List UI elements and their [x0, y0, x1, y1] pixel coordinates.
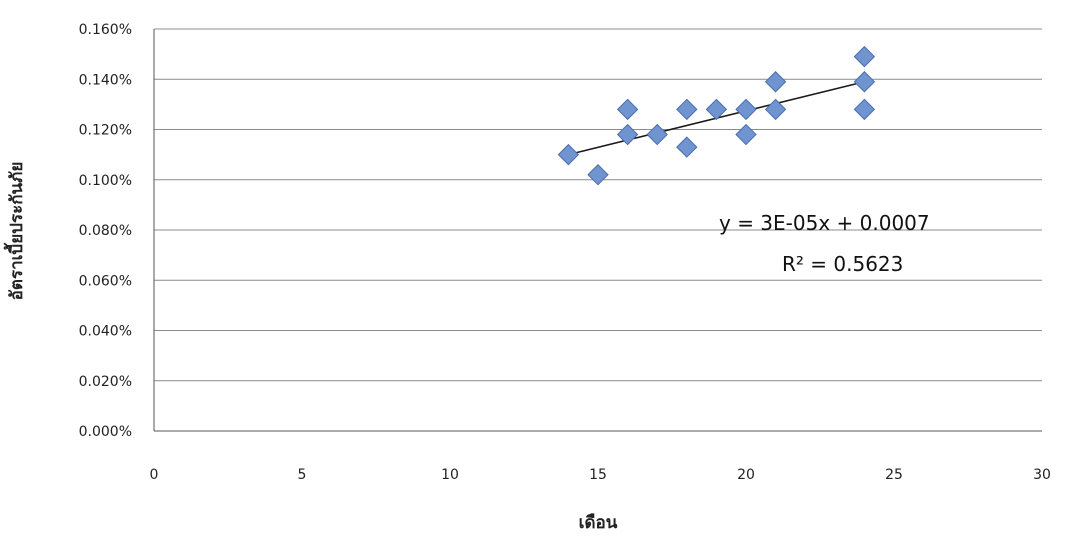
data-points [557, 45, 876, 186]
x-axis-title: เดือน [579, 512, 618, 533]
data-point [764, 71, 787, 93]
y-tick-label: 0.040% [79, 324, 132, 340]
x-tick-label: 0 [150, 467, 159, 483]
data-point [676, 98, 698, 121]
y-tick-label: 0.120% [79, 123, 132, 139]
data-point [616, 98, 639, 121]
x-tick-label: 25 [885, 467, 903, 483]
y-tick-label: 0.020% [79, 374, 132, 390]
y-tick-label: 0.000% [79, 424, 132, 440]
x-tick-labels: 0 5 10 15 20 25 30 [150, 467, 1051, 483]
data-point [853, 45, 876, 68]
data-point [735, 123, 757, 146]
x-tick-label: 10 [441, 467, 459, 483]
data-point [705, 98, 728, 121]
x-tick-label: 20 [737, 467, 755, 483]
data-point [616, 123, 639, 146]
data-point [853, 71, 876, 93]
data-point [764, 98, 787, 121]
y-tick-label: 0.060% [79, 273, 132, 289]
y-tick-labels: 0.000% 0.020% 0.040% 0.060% 0.080% 0.100% 0.12… [79, 22, 132, 440]
y-tick-label: 0.100% [79, 173, 132, 189]
x-tick-label: 30 [1033, 467, 1051, 483]
trendline-r-squared: R² = 0.5623 [782, 252, 903, 276]
data-point [853, 98, 876, 121]
x-tick-label: 15 [589, 467, 607, 483]
data-point [676, 136, 698, 158]
x-tick-label: 5 [298, 467, 307, 483]
y-tick-label: 0.160% [79, 22, 132, 38]
axes [153, 29, 1042, 432]
y-tick-label: 0.080% [79, 223, 132, 239]
data-point [587, 164, 609, 186]
trendline-equation: y = 3E-05x + 0.0007 [719, 211, 930, 235]
data-point [735, 98, 757, 121]
data-point [557, 143, 580, 166]
y-tick-label: 0.140% [79, 72, 132, 88]
y-axis-title: อัตราเบี้ยประกันภัย [3, 162, 27, 301]
gridlines [154, 28, 1042, 382]
data-point [646, 123, 668, 146]
